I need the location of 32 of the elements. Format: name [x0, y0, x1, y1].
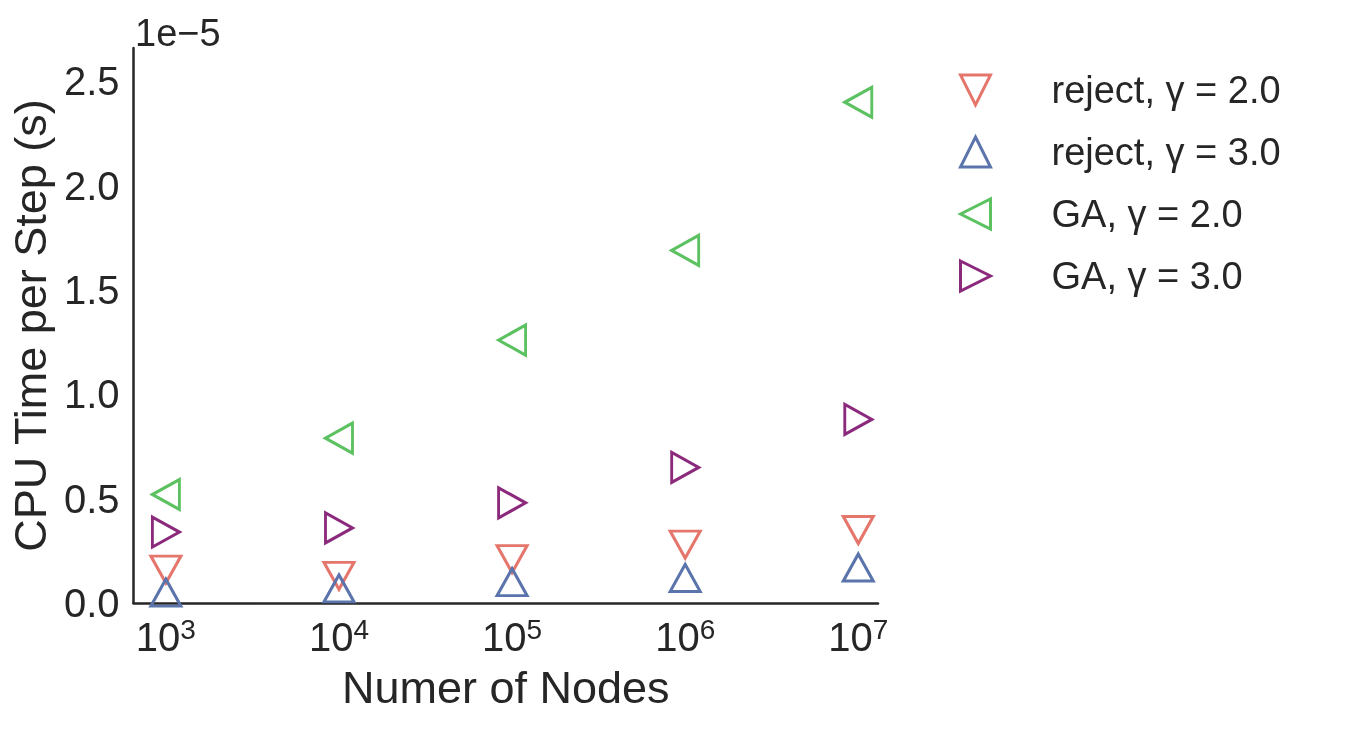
y-tick-label: 1.0 — [63, 372, 120, 417]
point — [670, 450, 701, 484]
x-axis-title: Numer of Nodes — [341, 662, 670, 713]
point — [149, 554, 183, 585]
point — [495, 544, 529, 575]
legend-label: GA, γ = 2.0 — [1051, 193, 1243, 235]
point — [497, 486, 528, 520]
y-tick-label: 2.0 — [63, 163, 120, 208]
point — [668, 529, 702, 560]
point — [843, 402, 874, 436]
y-tick-label: 0.0 — [63, 581, 120, 625]
legend-label: GA, γ = 3.0 — [1051, 255, 1243, 297]
legend-label: reject, γ = 2.0 — [1051, 69, 1281, 111]
point — [323, 511, 354, 545]
point — [843, 85, 874, 119]
point — [323, 421, 354, 455]
y-tick-label: 1.5 — [63, 268, 120, 313]
annotation: 1e−5 — [135, 12, 221, 54]
y-axis-title: CPU Time per Step (s) — [5, 99, 56, 552]
point — [149, 577, 183, 608]
point — [495, 567, 529, 598]
point — [497, 323, 528, 357]
point — [322, 573, 356, 604]
point — [150, 515, 181, 549]
y-tick-label: 2.5 — [63, 59, 120, 104]
point — [841, 552, 875, 583]
point — [150, 478, 181, 511]
point — [670, 233, 701, 267]
y-tick-label: 0.5 — [63, 476, 120, 521]
legend-label: reject, γ = 3.0 — [1051, 131, 1281, 173]
point — [841, 514, 875, 545]
point — [668, 562, 702, 593]
